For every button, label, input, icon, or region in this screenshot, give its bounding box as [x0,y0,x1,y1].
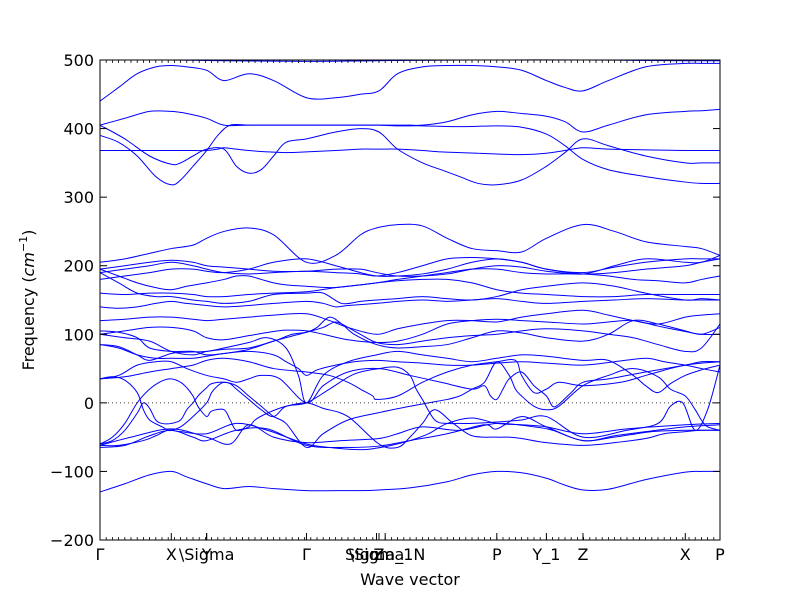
y-tick-label: 0 [84,394,94,413]
branch-28 [99,62,720,102]
phonon-branches [99,59,721,493]
branch-1 [99,470,721,493]
x-tick-label: Γ [96,545,105,564]
branch-26 [99,123,721,186]
x-tick-label: Sigma_1N [345,545,425,565]
branch-12 [99,316,721,356]
branch-27 [99,108,721,133]
branch-11 [99,337,721,404]
branch-2 [99,422,721,446]
plot-frame [99,59,721,541]
branch-24 [99,124,720,186]
branch-13 [99,321,721,356]
x-tick-label: \Sigma [179,545,235,564]
y-tick-label: −100 [50,462,94,481]
y-tick-label: 100 [63,325,94,344]
branch-22 [99,254,721,277]
branch-20 [99,258,721,280]
y-tick-label: 400 [63,120,94,139]
branch-3 [99,416,721,449]
branch-8 [99,360,721,408]
branch-16 [99,298,720,309]
branch-21 [99,256,720,277]
y-tick-label: 500 [63,51,94,70]
x-tick-label: Γ [302,545,311,564]
x-tick-label: Y [201,545,212,564]
branch-5 [99,378,721,449]
x-tick-label: Y_1 [531,545,560,565]
x-tick-label: X [166,545,177,564]
y-tick-label: 300 [63,188,94,207]
branch-14 [99,318,721,344]
y-tick-label: −200 [50,531,94,550]
branch-19 [99,268,721,291]
x-tick-label: X [680,545,691,564]
x-tick-label: P [492,545,502,564]
x-tick-label: Z [374,545,385,564]
y-tick-label: 200 [63,257,94,276]
x-tick-label: P [715,545,725,564]
branch-23 [99,223,721,264]
y-ticks: −200 −100 0 100 200 300 400 500 [50,51,720,550]
x-axis-label: Wave vector [360,570,460,589]
branch-18 [99,278,720,298]
branch-9 [99,357,721,400]
y-axis-label: Frequency (cm−1) [17,230,38,371]
branch-10 [99,344,721,376]
x-tick-label: Z [577,545,588,564]
branch-15 [99,309,721,335]
branch-7 [99,361,721,449]
branch-17 [99,272,721,305]
x-tick-label: \Sigma [349,545,405,564]
branch-6 [99,365,721,439]
